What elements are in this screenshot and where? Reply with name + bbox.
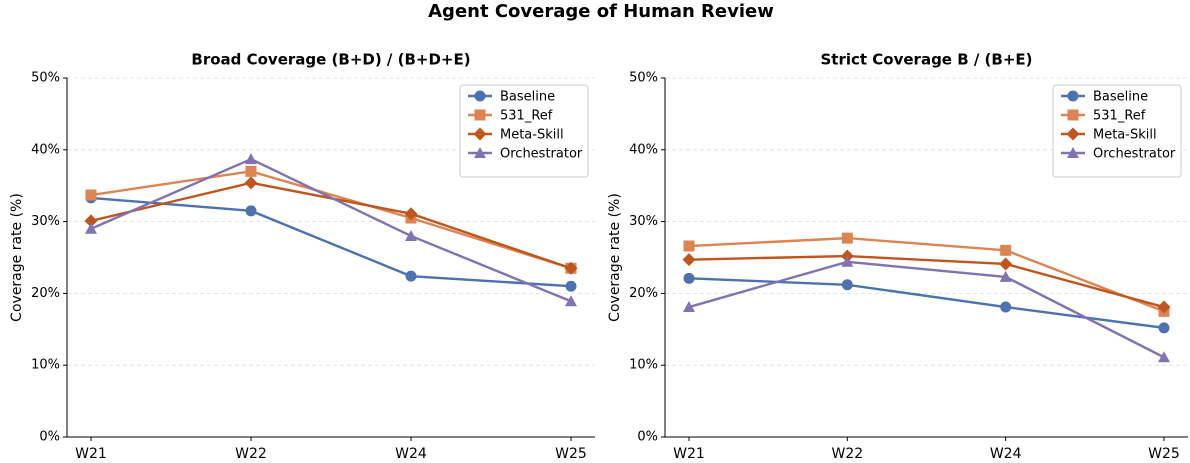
marker xyxy=(683,240,695,252)
x-tick-label: W25 xyxy=(1148,446,1180,462)
marker xyxy=(841,255,854,267)
series-line xyxy=(90,196,572,288)
legend-marker xyxy=(1067,147,1079,158)
x-tick-label: W22 xyxy=(831,446,863,462)
marker xyxy=(999,257,1013,271)
y-axis-label: Coverage rate (%) xyxy=(9,193,25,322)
marker xyxy=(1158,322,1170,334)
legend-label: Baseline xyxy=(1093,90,1148,105)
marker xyxy=(244,176,258,190)
series-line xyxy=(90,170,572,270)
marker xyxy=(999,270,1012,282)
subplot-title: Broad Coverage (B+D) / (B+D+E) xyxy=(191,51,470,69)
marker xyxy=(564,261,578,275)
marker xyxy=(682,253,696,267)
legend-marker xyxy=(1067,90,1079,102)
series-line xyxy=(688,254,1165,309)
y-tick-label: 40% xyxy=(31,142,60,157)
legend-label: Orchestrator xyxy=(500,147,583,162)
y-tick-label: 0% xyxy=(637,430,658,445)
series-line xyxy=(688,260,1165,359)
marker xyxy=(1158,351,1170,363)
x-tick-label: W21 xyxy=(75,446,107,462)
legend-marker xyxy=(1067,109,1079,121)
legend-label: 531_Ref xyxy=(1093,109,1146,124)
marker xyxy=(565,280,577,292)
marker xyxy=(1157,300,1171,314)
y-tick-label: 50% xyxy=(31,71,60,86)
legend-marker xyxy=(1066,127,1080,141)
y-axis-label: Coverage rate (%) xyxy=(607,193,623,322)
marker xyxy=(245,153,257,165)
x-tick-label: W24 xyxy=(990,446,1022,462)
marker xyxy=(84,214,98,228)
x-tick-label: W21 xyxy=(673,446,705,462)
marker xyxy=(405,229,417,241)
y-tick-label: 10% xyxy=(629,358,658,373)
subplot-title: Strict Coverage B / (B+E) xyxy=(820,51,1032,69)
y-tick-label: 20% xyxy=(629,286,658,301)
legend-marker xyxy=(473,127,487,141)
y-tick-label: 10% xyxy=(31,358,60,373)
marker xyxy=(85,189,97,201)
x-tick-label: W24 xyxy=(395,446,427,462)
marker xyxy=(1000,301,1012,313)
legend-label: Meta-Skill xyxy=(1093,128,1157,143)
legend-marker xyxy=(474,90,486,102)
legend-label: 531_Ref xyxy=(500,109,553,124)
y-tick-label: 40% xyxy=(629,142,658,157)
legend-label: Orchestrator xyxy=(1093,147,1176,162)
marker xyxy=(405,270,417,282)
y-tick-label: 50% xyxy=(629,71,658,86)
y-tick-label: 30% xyxy=(31,214,60,229)
marker xyxy=(841,279,853,291)
legend-marker xyxy=(474,109,486,121)
series-line xyxy=(688,236,1165,313)
series-line xyxy=(90,157,572,303)
marker xyxy=(1000,244,1012,256)
marker xyxy=(683,272,695,284)
y-tick-label: 30% xyxy=(629,214,658,229)
y-tick-label: 20% xyxy=(31,286,60,301)
x-tick-label: W22 xyxy=(235,446,267,462)
marker xyxy=(245,165,257,177)
legend-label: Meta-Skill xyxy=(500,128,564,143)
y-tick-label: 0% xyxy=(39,430,60,445)
marker xyxy=(565,295,577,307)
x-tick-label: W25 xyxy=(555,446,587,462)
marker xyxy=(245,205,257,217)
legend-label: Baseline xyxy=(500,90,555,105)
figure-title: Agent Coverage of Human Review xyxy=(428,1,774,22)
marker xyxy=(841,232,853,244)
marker xyxy=(683,301,695,313)
marker xyxy=(85,222,97,234)
legend-marker xyxy=(474,147,486,158)
marker xyxy=(404,207,418,221)
